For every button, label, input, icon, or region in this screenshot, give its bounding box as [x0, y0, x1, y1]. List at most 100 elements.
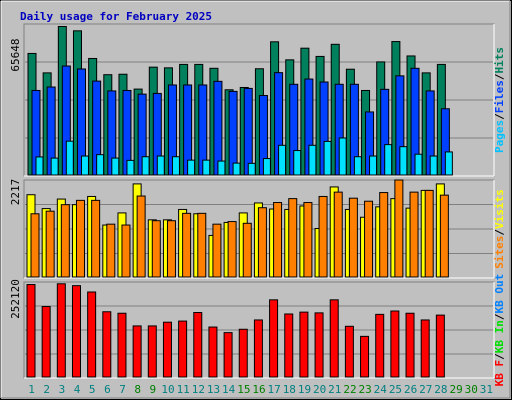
sites-bar — [212, 223, 222, 278]
sites-bar — [439, 194, 449, 278]
day-label: 10 — [161, 383, 174, 396]
kbf-bar — [178, 320, 188, 378]
pages-bar — [202, 159, 211, 176]
day-label: 22 — [343, 383, 356, 396]
day-label: 28 — [434, 383, 447, 396]
sites-bar — [303, 202, 313, 278]
top-legend: Pages/Files/Hits — [493, 47, 506, 153]
pages-bar — [35, 156, 44, 176]
kbf-bar — [420, 319, 430, 378]
sites-bar — [348, 197, 358, 278]
pages-bar — [369, 155, 378, 176]
kbf-bar — [87, 291, 97, 378]
sites-bar — [121, 224, 131, 278]
middle-legend-item: Visits — [493, 189, 506, 229]
kbf-bar — [344, 325, 354, 378]
sites-bar — [60, 204, 70, 278]
sites-bar — [242, 222, 252, 278]
kbf-bar — [223, 332, 233, 378]
top-legend-item: / — [493, 73, 506, 80]
sites-bar — [424, 189, 434, 278]
sites-bar — [257, 207, 267, 278]
pages-bar — [353, 156, 362, 176]
bottom-legend-item: KB In — [493, 320, 506, 353]
kbf-bar — [132, 325, 142, 378]
day-label: 6 — [104, 383, 111, 396]
pages-bar — [232, 162, 241, 176]
day-label: 18 — [283, 383, 296, 396]
top-legend-text: Pages/Files/Hits — [493, 47, 506, 153]
day-label: 26 — [404, 383, 417, 396]
sites-bar — [197, 212, 207, 278]
sites-bar — [379, 192, 389, 278]
day-label: 20 — [313, 383, 326, 396]
chart-title: Daily usage for February 2025 — [20, 10, 212, 23]
bottom-ymax-label: 252120 — [9, 279, 22, 319]
top-legend-item: Hits — [493, 47, 506, 74]
kbf-bar — [269, 299, 279, 378]
day-label: 31 — [480, 383, 493, 396]
kbf-bar — [26, 284, 36, 378]
bottom-legend: KB F/KB In/KB Out — [493, 274, 506, 387]
bottom-legend-item: KB F — [493, 360, 506, 387]
day-label: 3 — [59, 383, 66, 396]
panel-group — [23, 23, 495, 379]
pages-bar — [187, 159, 196, 176]
pages-bar — [217, 160, 226, 176]
kbf-bar — [405, 312, 415, 378]
middle-legend-text: Sites/Visits — [493, 189, 506, 269]
pages-bar — [156, 155, 165, 176]
pages-bar — [247, 162, 256, 176]
day-label: 23 — [359, 383, 372, 396]
day-label: 17 — [268, 383, 281, 396]
pages-bar — [323, 140, 332, 176]
sites-bar — [151, 220, 161, 278]
pages-bar — [278, 144, 287, 176]
pages-bar — [414, 153, 423, 176]
sites-bar — [288, 198, 298, 278]
pages-bar — [399, 146, 408, 176]
day-label: 9 — [150, 383, 157, 396]
pages-bar — [384, 144, 393, 176]
sites-bar — [409, 191, 419, 278]
day-label: 13 — [207, 383, 220, 396]
pages-bar — [80, 155, 89, 176]
pages-bar — [262, 158, 271, 176]
kbf-bar — [375, 313, 385, 378]
kbf-bar — [253, 319, 263, 378]
pages-bar — [111, 157, 120, 176]
kbf-bar — [329, 299, 339, 378]
pages-bar — [50, 157, 59, 176]
kbf-bar — [117, 312, 127, 378]
sites-bar — [136, 195, 146, 278]
kbf-bar — [162, 321, 172, 378]
sites-bar — [318, 195, 328, 278]
day-label: 25 — [389, 383, 402, 396]
pages-bar — [65, 140, 74, 176]
pages-bar — [429, 155, 438, 176]
kbf-bar — [193, 311, 203, 378]
kbf-bar — [102, 311, 112, 378]
day-label: 5 — [89, 383, 96, 396]
pages-bar — [308, 144, 317, 176]
top-legend-item: Files — [493, 80, 506, 113]
day-label: 4 — [74, 383, 81, 396]
sites-bar — [364, 200, 374, 278]
day-label: 1 — [28, 383, 35, 396]
middle-legend-item: / — [493, 229, 506, 236]
kbf-bar — [390, 310, 400, 378]
kbf-bar — [299, 311, 309, 378]
middle-ymax-label: 2217 — [9, 179, 22, 206]
day-label: 12 — [192, 383, 205, 396]
day-label: 2 — [43, 383, 50, 396]
sites-bar — [30, 213, 40, 278]
kbf-bar — [314, 312, 324, 378]
kbf-bar — [56, 283, 66, 378]
kbf-bar — [284, 313, 294, 378]
sites-bar — [182, 212, 192, 278]
bottom-legend-item: / — [493, 353, 506, 360]
pages-bar — [96, 154, 105, 176]
sites-bar — [45, 210, 55, 278]
